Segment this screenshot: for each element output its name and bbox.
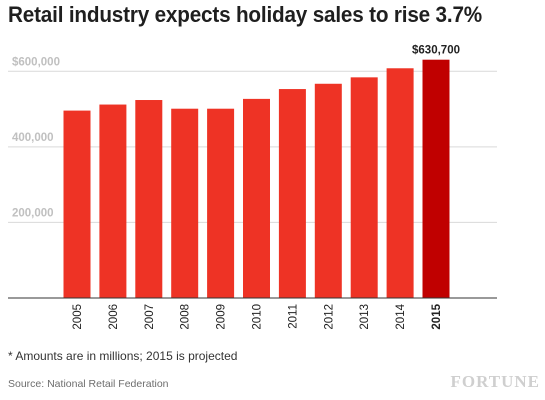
bar-2009: [207, 108, 235, 298]
x-tick-label: 2012: [323, 304, 335, 330]
x-tick-label: 2007: [144, 304, 156, 330]
chart-title: Retail industry expects holiday sales to…: [8, 2, 483, 27]
x-axis-ticks: 2005 2006 2007 2008 2009 2010 2011 2012 2013 2014…: [72, 303, 443, 329]
source-note: Source: National Retail Federation: [8, 378, 169, 390]
x-tick-label: 2011: [287, 304, 299, 329]
x-tick-label: 2014: [395, 303, 407, 329]
bar-2014: [386, 68, 414, 298]
bar-2005: [63, 110, 91, 298]
x-tick-label: 2009: [216, 304, 228, 330]
x-tick-label: 2005: [72, 304, 84, 330]
bar-2008: [171, 108, 199, 298]
bar-2013: [350, 77, 378, 298]
x-tick-label: 2008: [180, 304, 192, 330]
y-axis-ticks: 200,000 400,000 $600,000: [12, 56, 60, 219]
bar-2012: [314, 83, 342, 299]
bar-2007: [135, 100, 163, 298]
bar-2010: [243, 98, 270, 298]
bar-2011: [278, 89, 306, 298]
fortune-logo: FORTUNE: [450, 372, 540, 391]
footnote: * Amounts are in millions; 2015 is proje…: [8, 349, 238, 363]
data-labels: $630,700: [412, 45, 460, 57]
bars: [63, 59, 450, 299]
bar-2006: [99, 104, 127, 298]
x-tick-label: 2013: [359, 304, 371, 330]
y-tick-label: 400,000: [12, 132, 54, 144]
y-tick-label: 200,000: [12, 207, 54, 219]
x-tick-label: 2010: [252, 304, 264, 330]
x-tick-label: 2006: [108, 304, 120, 330]
bar-2015: [422, 59, 450, 298]
y-tick-label: $600,000: [12, 56, 60, 68]
x-tick-label: 2015: [431, 303, 443, 329]
data-label-2015: $630,700: [412, 45, 460, 57]
